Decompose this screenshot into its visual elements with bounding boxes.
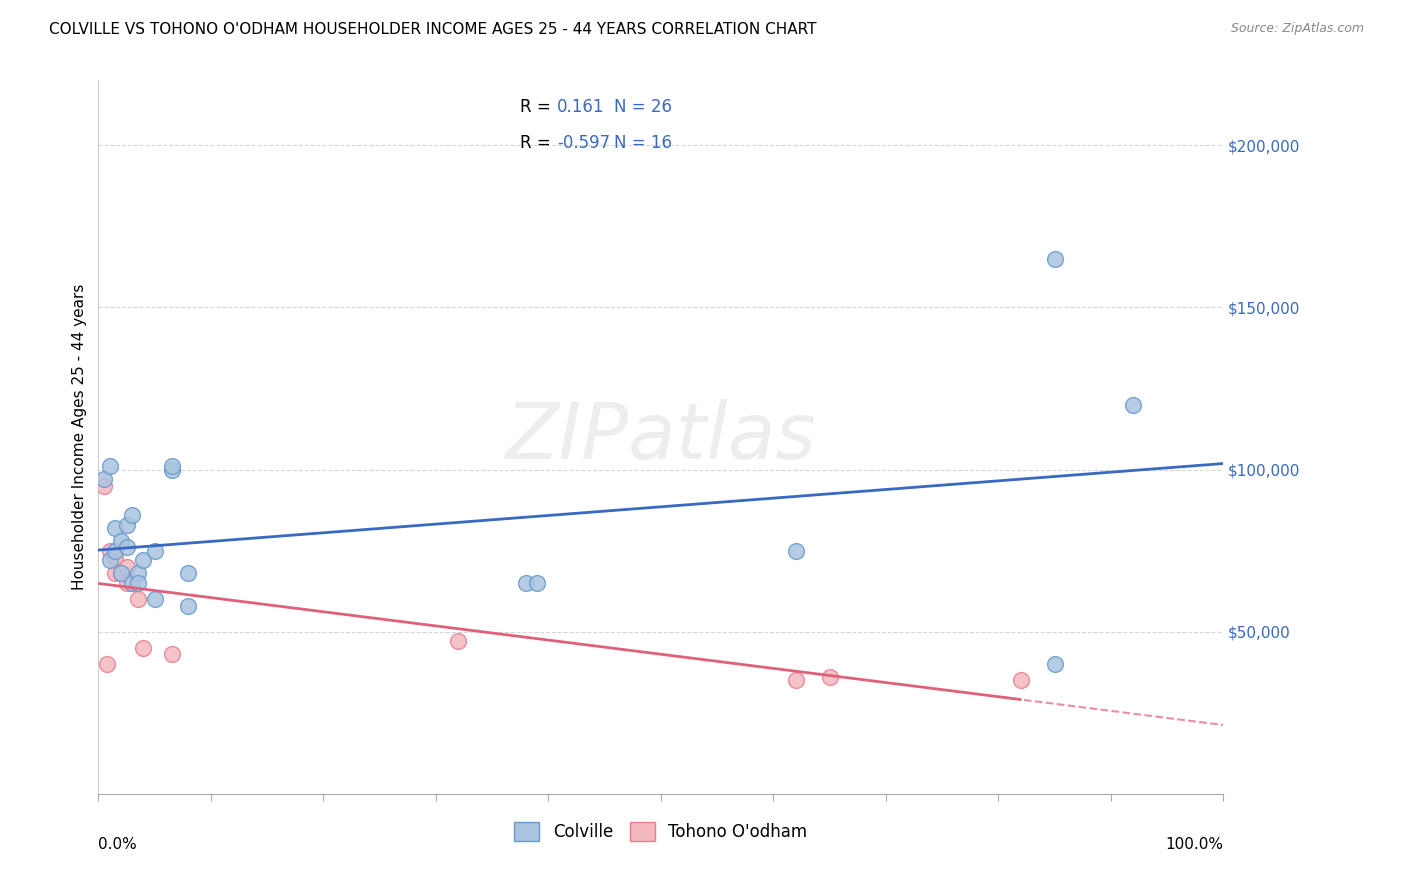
Point bbox=[143, 592, 166, 607]
Point bbox=[115, 517, 138, 532]
Point bbox=[132, 640, 155, 655]
Point bbox=[1010, 673, 1032, 688]
Point bbox=[515, 576, 537, 591]
Y-axis label: Householder Income Ages 25 - 44 years: Householder Income Ages 25 - 44 years bbox=[72, 284, 87, 591]
Point bbox=[818, 670, 841, 684]
Point bbox=[110, 566, 132, 581]
Point bbox=[143, 543, 166, 558]
Point bbox=[447, 634, 470, 648]
Point bbox=[104, 543, 127, 558]
Text: R =: R = bbox=[520, 134, 551, 152]
Point bbox=[115, 541, 138, 555]
Text: COLVILLE VS TOHONO O'ODHAM HOUSEHOLDER INCOME AGES 25 - 44 YEARS CORRELATION CHA: COLVILLE VS TOHONO O'ODHAM HOUSEHOLDER I… bbox=[49, 22, 817, 37]
Text: Source: ZipAtlas.com: Source: ZipAtlas.com bbox=[1230, 22, 1364, 36]
Point bbox=[160, 648, 183, 662]
Point bbox=[132, 553, 155, 567]
Point bbox=[115, 559, 138, 574]
Text: -0.597: -0.597 bbox=[557, 134, 610, 152]
Point bbox=[177, 566, 200, 581]
Text: 0.0%: 0.0% bbox=[98, 837, 138, 852]
Text: 100.0%: 100.0% bbox=[1166, 837, 1223, 852]
Point bbox=[1043, 657, 1066, 672]
Text: N = 16: N = 16 bbox=[613, 134, 672, 152]
Point bbox=[1043, 252, 1066, 266]
Point bbox=[127, 566, 149, 581]
Point bbox=[98, 543, 121, 558]
Point bbox=[98, 553, 121, 567]
Point bbox=[1122, 398, 1144, 412]
Point bbox=[160, 459, 183, 474]
Point bbox=[98, 459, 121, 474]
Point bbox=[93, 472, 115, 486]
Point bbox=[121, 576, 143, 591]
Point bbox=[177, 599, 200, 613]
Text: N = 26: N = 26 bbox=[613, 98, 672, 116]
Point bbox=[115, 576, 138, 591]
Legend: Colville, Tohono O'odham: Colville, Tohono O'odham bbox=[506, 814, 815, 850]
Point bbox=[121, 508, 143, 522]
Text: R =: R = bbox=[520, 98, 551, 116]
Point bbox=[110, 566, 132, 581]
Point bbox=[93, 479, 115, 493]
Point bbox=[785, 673, 807, 688]
Point bbox=[121, 576, 143, 591]
Point bbox=[785, 543, 807, 558]
Point bbox=[104, 566, 127, 581]
Point bbox=[104, 550, 127, 565]
Point bbox=[96, 657, 118, 672]
Text: ZIPatlas: ZIPatlas bbox=[505, 399, 817, 475]
Point bbox=[104, 521, 127, 535]
Point bbox=[127, 576, 149, 591]
Point bbox=[110, 533, 132, 548]
Point bbox=[526, 576, 548, 591]
Text: 0.161: 0.161 bbox=[557, 98, 605, 116]
Point bbox=[127, 592, 149, 607]
Point bbox=[160, 462, 183, 476]
